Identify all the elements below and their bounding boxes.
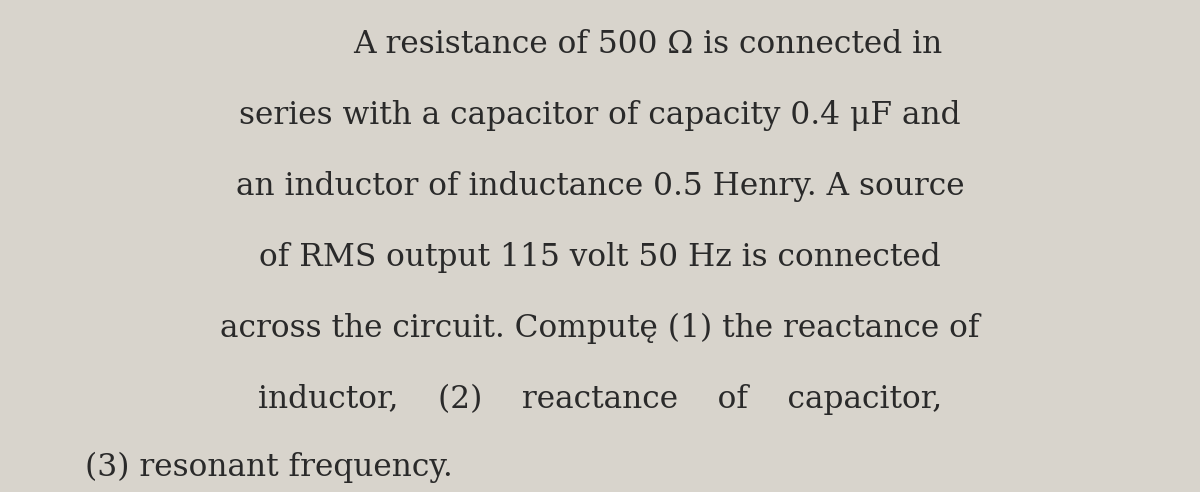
Text: across the circuit. Computę (1) the reactance of: across the circuit. Computę (1) the rea… <box>221 312 979 344</box>
Text: (3) resonant frequency.: (3) resonant frequency. <box>85 452 452 483</box>
Text: series with a capacitor of capacity 0.4 μF and: series with a capacitor of capacity 0.4 … <box>239 100 961 131</box>
Text: of RMS output 115 volt 50 Hz is connected: of RMS output 115 volt 50 Hz is connecte… <box>259 242 941 273</box>
Text: inductor,    (2)    reactance    of    capacitor,: inductor, (2) reactance of capacitor, <box>258 384 942 415</box>
Text: an inductor of inductance 0.5 Henry. A source: an inductor of inductance 0.5 Henry. A s… <box>235 171 965 202</box>
Text: A resistance of 500 Ω is connected in: A resistance of 500 Ω is connected in <box>353 29 942 60</box>
